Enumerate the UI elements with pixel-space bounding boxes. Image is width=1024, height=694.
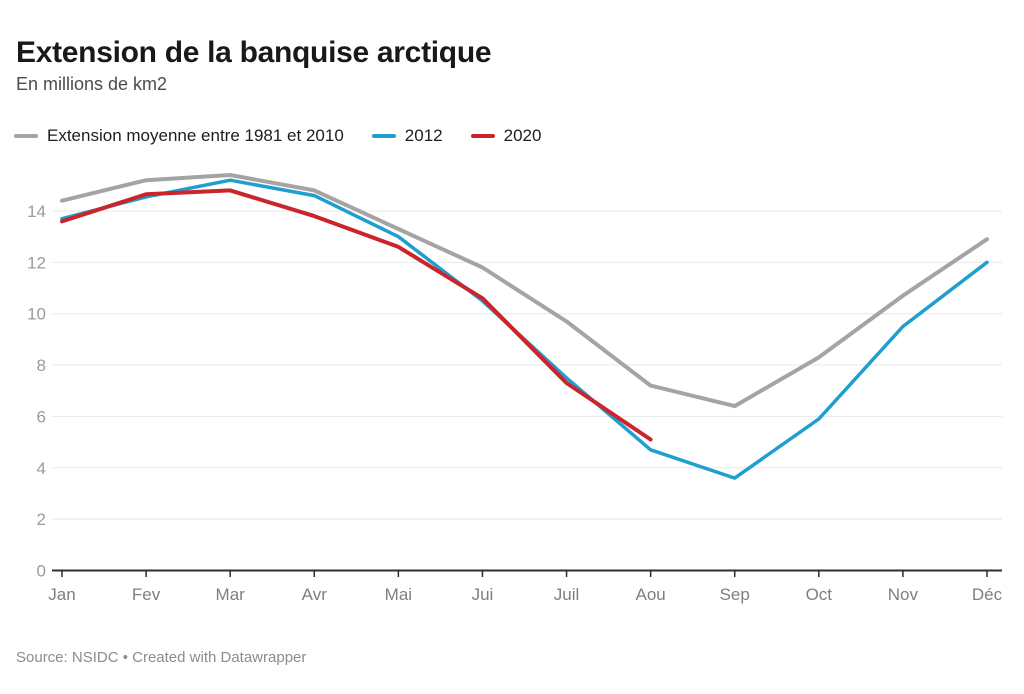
x-tick-label: Mai [385, 585, 412, 604]
chart-legend: Extension moyenne entre 1981 et 2010 201… [14, 126, 1008, 146]
y-tick-label: 8 [37, 356, 46, 375]
legend-item-2012: 2012 [371, 126, 443, 146]
y-tick-label: 0 [37, 562, 46, 581]
y-tick-label: 14 [27, 202, 46, 221]
x-tick-label: Juil [554, 585, 580, 604]
line-chart-svg: 0 2 4 6 8 10 12 14 Jan Fev Mar Avr Mai Jui Juil Aou Sep O… [27, 173, 1003, 604]
legend-item-average: Extension moyenne entre 1981 et 2010 [14, 126, 344, 146]
x-tick-label: Aou [636, 585, 666, 604]
legend-swatch-2012 [371, 134, 396, 138]
x-tick-label: Sep [720, 585, 750, 604]
y-tick-label: 12 [27, 253, 46, 272]
source-note: Source: NSIDC • Created with Datawrapper [16, 649, 307, 666]
legend-label-average: Extension moyenne entre 1981 et 2010 [47, 126, 344, 145]
y-tick-label: 10 [27, 305, 46, 324]
x-tick-label: Oct [806, 585, 833, 604]
line-extension-moyenne-entre-1981-et-2010 [60, 173, 989, 409]
x-tick-label: Jui [472, 585, 494, 604]
y-tick-label: 2 [37, 510, 46, 529]
page-subtitle: En millions de km2 [16, 74, 168, 94]
legend-label-2012: 2012 [404, 126, 443, 145]
x-tick-label: Jan [48, 585, 75, 604]
line-2020 [60, 188, 653, 442]
legend-swatch-2020 [470, 134, 495, 138]
legend-swatch-average [14, 134, 38, 138]
page-title: Extension de la banquise arctique [16, 36, 492, 70]
x-tick-label: Mar [216, 585, 246, 604]
x-tick-label: Déc [972, 585, 1003, 604]
legend-item-2020: 2020 [470, 126, 542, 146]
y-tick-label: 4 [37, 459, 46, 478]
x-tick-label: Fev [132, 585, 161, 604]
y-tick-label: 6 [37, 407, 46, 426]
x-tick-label: Avr [302, 585, 328, 604]
line-chart: 0 2 4 6 8 10 12 14 Jan Fev Mar Avr Mai Jui Juil Aou Sep O… [0, 160, 1024, 620]
legend-label-2020: 2020 [503, 126, 542, 145]
x-tick-label: Nov [888, 585, 919, 604]
line-2012 [60, 178, 989, 480]
